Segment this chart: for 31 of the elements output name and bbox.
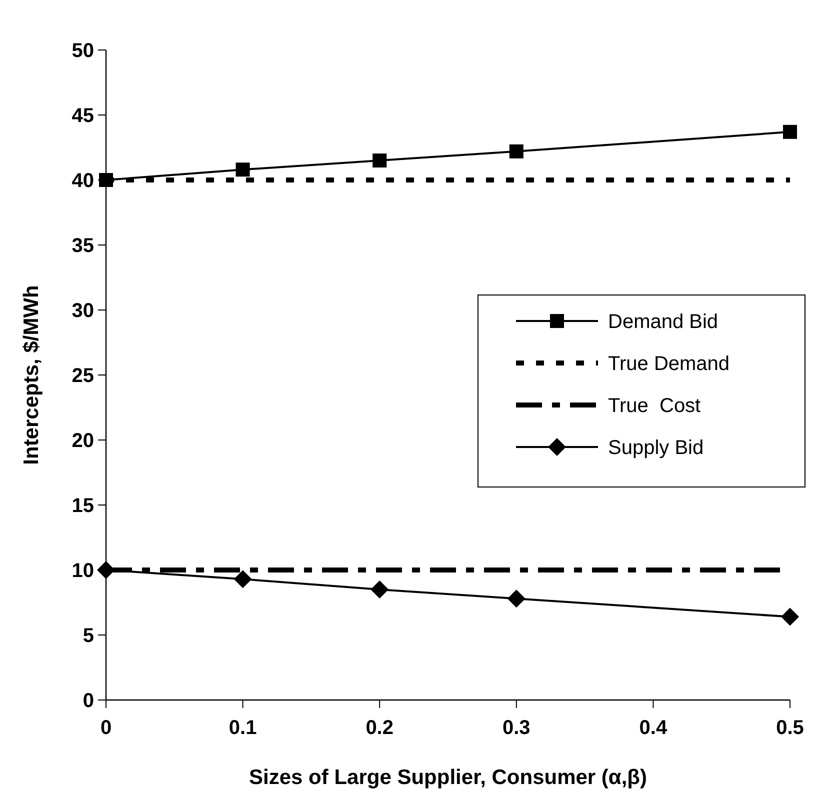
y-tick-label: 10: [72, 560, 94, 582]
x-axis-title: Sizes of Large Supplier, Consumer (α,β): [249, 766, 647, 789]
x-tick-label: 0.5: [776, 717, 804, 739]
point: [372, 154, 387, 168]
x-tick-label: 0: [100, 717, 112, 739]
y-tick-label: 30: [72, 300, 94, 322]
x-tick-label: 0.2: [366, 717, 394, 739]
y-tick-label: 25: [72, 365, 94, 387]
x-tick-label: 0.1: [228, 717, 257, 739]
legend-label: True Demand: [608, 353, 730, 375]
y-tick-label: 0: [82, 690, 94, 712]
y-tick-label: 50: [72, 40, 94, 62]
x-tick-label: 0.4: [639, 717, 668, 739]
legend-label: Supply Bid: [608, 437, 704, 459]
x-tick-label: 0.3: [502, 717, 530, 739]
y-tick-label: 35: [72, 235, 94, 257]
point: [234, 570, 252, 588]
y-tick-label: 15: [72, 495, 94, 517]
point: [783, 124, 797, 139]
y-tick-label: 20: [72, 430, 94, 452]
point: [507, 590, 526, 608]
point: [370, 580, 389, 598]
point: [509, 144, 524, 158]
y-tick-label: 40: [72, 170, 94, 192]
y-axis-title: Intercepts, $/MWh: [20, 285, 43, 465]
point: [781, 608, 799, 626]
point: [236, 162, 250, 177]
legend-label: Demand Bid: [608, 311, 718, 333]
y-tick-label: 5: [82, 625, 94, 647]
legend-label: True Cost: [608, 395, 702, 417]
y-tick-label: 45: [72, 105, 94, 127]
